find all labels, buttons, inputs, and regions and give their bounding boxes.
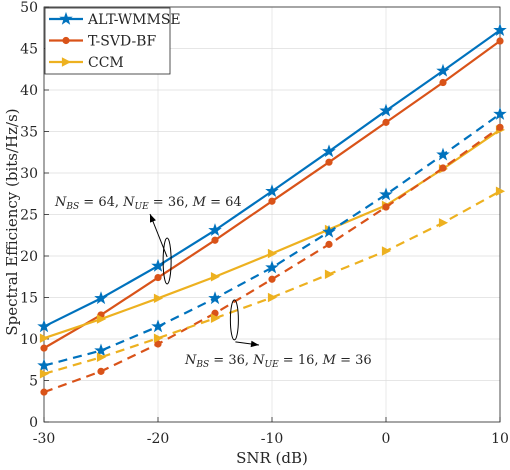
star-marker: [436, 63, 450, 77]
star-marker: [151, 258, 165, 272]
circle-marker: [268, 197, 276, 205]
series-t-svd-bf-dashed: [40, 123, 504, 396]
star-marker: [37, 319, 51, 333]
y-tick-label: 45: [20, 42, 38, 58]
x-tick-label: 10: [491, 431, 509, 447]
star-marker: [322, 224, 336, 238]
series-t-svd-bf-solid: [40, 37, 504, 352]
legend: ALT-WMMSE T-SVD-BF CCM: [44, 7, 181, 75]
y-tick-label: 5: [29, 374, 38, 390]
x-tick-label: -10: [261, 431, 284, 447]
triangle-marker: [96, 314, 107, 324]
triangle-marker: [267, 248, 278, 259]
circle-marker: [325, 158, 333, 166]
circle-marker: [154, 273, 162, 282]
circle-marker: [382, 203, 390, 211]
triangle-marker: [61, 57, 72, 67]
y-tick-label: 50: [20, 0, 38, 16]
y-tick-label: 10: [20, 332, 38, 348]
star-marker: [208, 291, 222, 305]
circle-marker: [439, 78, 447, 87]
legend-item-ccm: CCM: [49, 55, 124, 71]
series-alt-wmmse-dashed: [37, 106, 507, 372]
star-marker: [322, 144, 336, 158]
triangle-marker: [39, 369, 50, 379]
annotation-lower: NBS = 36, NUE = 16, M = 36: [184, 353, 372, 370]
legend-label: CCM: [88, 55, 124, 71]
x-tick-label: 0: [382, 431, 391, 447]
x-tick-labels: -30 -20 -10 0 10: [33, 417, 509, 447]
annotation-layer: [149, 213, 260, 348]
y-axis-title: Spectral Efficiency (bits/Hz/s): [3, 108, 21, 335]
star-marker: [208, 223, 222, 237]
legend-label: T-SVD-BF: [88, 34, 156, 50]
annotation-arrow-upper-head: [149, 214, 156, 223]
star-marker: [436, 147, 450, 161]
annotation-upper: NBS = 64, NUE = 36, M = 64: [54, 195, 242, 212]
y-tick-label: 25: [20, 208, 38, 224]
triangle-marker: [381, 246, 392, 256]
series-line: [43, 113, 501, 367]
series-layer: [37, 23, 507, 396]
star-marker: [379, 103, 393, 117]
x-axis-title: SNR (dB): [236, 449, 308, 467]
series-alt-wmmse-solid: [37, 23, 507, 333]
star-marker: [59, 11, 73, 25]
triangle-marker: [324, 269, 335, 279]
x-tick-label: -20: [147, 431, 170, 447]
circle-marker: [496, 37, 504, 45]
star-marker: [493, 23, 507, 36]
triangle-marker: [153, 333, 164, 343]
circle-marker: [97, 367, 105, 375]
annotation-ellipse-lower: [229, 299, 239, 341]
y-tick-label: 35: [20, 125, 38, 141]
circle-marker: [40, 388, 48, 396]
circle-marker: [40, 344, 48, 352]
series-ccm-dashed: [39, 186, 506, 379]
y-tick-label: 0: [29, 415, 38, 431]
triangle-marker: [210, 313, 221, 323]
annotation-ellipse-upper: [162, 237, 172, 285]
circle-marker: [439, 164, 447, 172]
star-marker: [265, 184, 279, 198]
star-marker: [94, 291, 108, 305]
star-marker: [265, 260, 279, 274]
star-marker: [151, 319, 165, 333]
legend-label: ALT-WMMSE: [87, 12, 181, 28]
circle-marker: [62, 36, 70, 45]
triangle-marker: [39, 333, 50, 343]
star-marker: [37, 358, 51, 372]
x-tick-label: -30: [33, 431, 56, 447]
triangle-marker: [96, 352, 107, 362]
legend-items: ALT-WMMSE T-SVD-BF CCM: [49, 11, 181, 71]
circle-marker: [268, 275, 276, 283]
y-tick-label: 40: [20, 83, 38, 99]
legend-item-alt-wmmse: ALT-WMMSE: [49, 11, 181, 28]
y-tick-labels: 0 5 10 15 20 25 30 35 40 45 50: [20, 0, 49, 431]
circle-marker: [382, 118, 390, 126]
y-tick-label: 15: [20, 291, 38, 307]
triangle-marker: [438, 218, 449, 228]
y-tick-label: 20: [20, 249, 38, 265]
y-tick-label: 30: [20, 166, 38, 182]
circle-marker: [211, 236, 219, 244]
triangle-marker: [267, 292, 278, 303]
star-marker: [94, 343, 108, 357]
legend-item-t-svd-bf: T-SVD-BF: [49, 34, 156, 50]
triangle-marker: [210, 272, 221, 282]
circle-marker: [325, 240, 333, 248]
circle-marker: [496, 123, 504, 131]
star-marker: [493, 106, 507, 120]
star-marker: [379, 187, 393, 201]
annotation-arrow-lower-head: [250, 340, 259, 348]
circle-marker: [154, 340, 162, 348]
triangle-marker: [153, 293, 164, 304]
triangle-marker: [495, 186, 506, 196]
